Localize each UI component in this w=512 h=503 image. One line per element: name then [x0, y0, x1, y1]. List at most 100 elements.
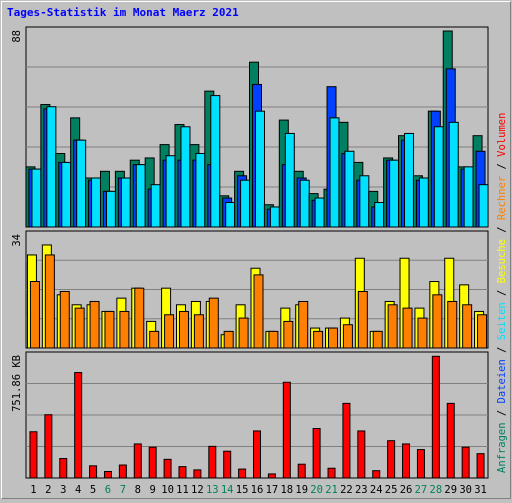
bar-seiten-day-20 — [314, 197, 325, 228]
bar-rechner-day-13 — [208, 297, 219, 349]
x-tick-label-day-31: 31 — [474, 484, 487, 496]
bar-seiten-day-17 — [269, 206, 280, 228]
bar-seiten-day-1 — [31, 168, 42, 228]
bar-volumen-day-17 — [267, 473, 276, 479]
bar-seiten-day-9 — [150, 184, 161, 228]
bar-rechner-day-16 — [253, 274, 264, 349]
bar-rechner-day-31 — [477, 314, 488, 349]
legend-part-5: / — [496, 283, 508, 302]
panel-3: 751.86 KB — [11, 351, 489, 479]
bar-rechner-day-17 — [268, 330, 279, 349]
bar-seiten-day-6 — [105, 190, 116, 228]
bar-seiten-day-18 — [284, 132, 295, 228]
x-tick-label-day-8: 8 — [135, 484, 141, 496]
bar-seiten-day-16 — [255, 110, 265, 228]
legend-part-8: Rechner — [496, 176, 508, 220]
x-tick-label-day-24: 24 — [370, 484, 383, 496]
legend-part-1: / — [496, 403, 508, 422]
x-tick-label-day-29: 29 — [444, 484, 457, 496]
bar-seiten-day-13 — [210, 95, 221, 228]
bar-rechner-day-1 — [29, 281, 40, 349]
bar-rechner-day-21 — [328, 327, 339, 349]
legend-part-7: / — [496, 220, 508, 239]
bar-volumen-day-12 — [193, 469, 202, 479]
bar-volumen-day-18 — [282, 381, 291, 479]
bar-volumen-day-11 — [178, 466, 187, 479]
bar-seiten-day-3 — [61, 161, 72, 228]
x-tick-label-day-21: 21 — [325, 484, 338, 496]
bar-rechner-day-24 — [372, 330, 383, 349]
legend-part-2: Dateien — [496, 359, 508, 403]
bar-rechner-day-29 — [447, 300, 458, 349]
bar-rechner-day-22 — [342, 324, 353, 349]
x-tick-label-day-1: 1 — [30, 484, 36, 496]
bar-seiten-day-15 — [240, 179, 251, 228]
bar-volumen-day-23 — [357, 430, 366, 479]
bar-volumen-day-28 — [431, 355, 440, 479]
bar-rechner-day-14 — [223, 330, 234, 349]
bar-volumen-day-10 — [163, 458, 172, 479]
legend-right: Anfragen / Dateien / Seiten / Besuche / … — [496, 113, 508, 473]
bar-rechner-day-12 — [193, 314, 204, 349]
panel-1: 88 — [11, 26, 489, 228]
panel-max-label: 751.86 KB — [11, 355, 23, 412]
bar-rechner-day-20 — [313, 330, 324, 349]
bar-volumen-day-2 — [44, 414, 53, 479]
bar-rechner-day-2 — [44, 254, 55, 349]
bar-rechner-day-19 — [298, 300, 309, 349]
bar-rechner-day-6 — [104, 310, 115, 349]
chart-panels: 88 34 751.86 KB — [11, 26, 489, 479]
bar-rechner-day-5 — [89, 300, 100, 349]
bar-volumen-day-30 — [461, 446, 470, 479]
bar-volumen-day-1 — [29, 431, 38, 479]
bar-volumen-day-15 — [238, 468, 247, 479]
bar-rechner-day-23 — [357, 291, 368, 349]
x-tick-label-day-9: 9 — [150, 484, 156, 496]
bar-volumen-day-13 — [208, 445, 217, 479]
bar-seiten-day-8 — [135, 164, 146, 228]
x-tick-label-day-4: 4 — [75, 484, 81, 496]
bar-rechner-day-25 — [387, 304, 398, 349]
bar-rechner-day-28 — [432, 294, 443, 349]
legend-part-0: Anfragen — [496, 422, 508, 473]
bar-volumen-day-7 — [118, 464, 127, 479]
x-axis-day-labels: 1 2 3 4 5 6 7 8 9 10 11 12 13 14 15 16 17 18 19 20 21 22 23 24 2… — [30, 484, 487, 496]
bar-seiten-day-30 — [463, 166, 474, 228]
bar-rechner-day-26 — [402, 307, 413, 349]
legend-part-6: Besuche — [496, 239, 508, 283]
legend-part-10: Volumen — [496, 113, 508, 157]
bar-volumen-day-8 — [133, 443, 142, 479]
x-tick-label-day-12: 12 — [191, 484, 204, 496]
bar-rechner-day-9 — [149, 330, 160, 349]
bar-seiten-day-5 — [91, 177, 102, 228]
bar-volumen-day-21 — [327, 467, 336, 479]
panel-max-label: 34 — [11, 234, 23, 247]
bar-seiten-day-14 — [225, 202, 236, 228]
x-tick-label-day-5: 5 — [90, 484, 96, 496]
bar-volumen-day-19 — [297, 463, 306, 479]
bar-volumen-day-26 — [402, 443, 411, 479]
bar-volumen-day-24 — [372, 470, 381, 479]
x-tick-label-day-2: 2 — [45, 484, 51, 496]
x-tick-label-day-3: 3 — [60, 484, 66, 496]
bar-volumen-day-14 — [223, 450, 232, 479]
chart-title: Tages-Statistik im Monat Maerz 2021 — [7, 6, 239, 19]
x-tick-label-day-28: 28 — [430, 484, 443, 496]
bar-seiten-day-21 — [329, 117, 340, 228]
bar-seiten-day-28 — [433, 126, 444, 228]
x-tick-label-day-26: 26 — [400, 484, 413, 496]
bar-seiten-day-12 — [195, 153, 206, 228]
bar-rechner-day-10 — [164, 314, 175, 349]
x-tick-label-day-10: 10 — [161, 484, 174, 496]
x-tick-label-day-16: 16 — [251, 484, 264, 496]
bar-rechner-day-11 — [178, 310, 189, 349]
x-tick-label-day-6: 6 — [105, 484, 111, 496]
bar-seiten-day-7 — [120, 177, 131, 228]
bar-seiten-day-26 — [404, 132, 415, 228]
x-tick-label-day-20: 20 — [310, 484, 323, 496]
bar-volumen-day-31 — [476, 453, 485, 479]
x-tick-label-day-13: 13 — [206, 484, 219, 496]
bar-volumen-day-9 — [148, 446, 157, 479]
bar-volumen-day-5 — [89, 465, 98, 479]
